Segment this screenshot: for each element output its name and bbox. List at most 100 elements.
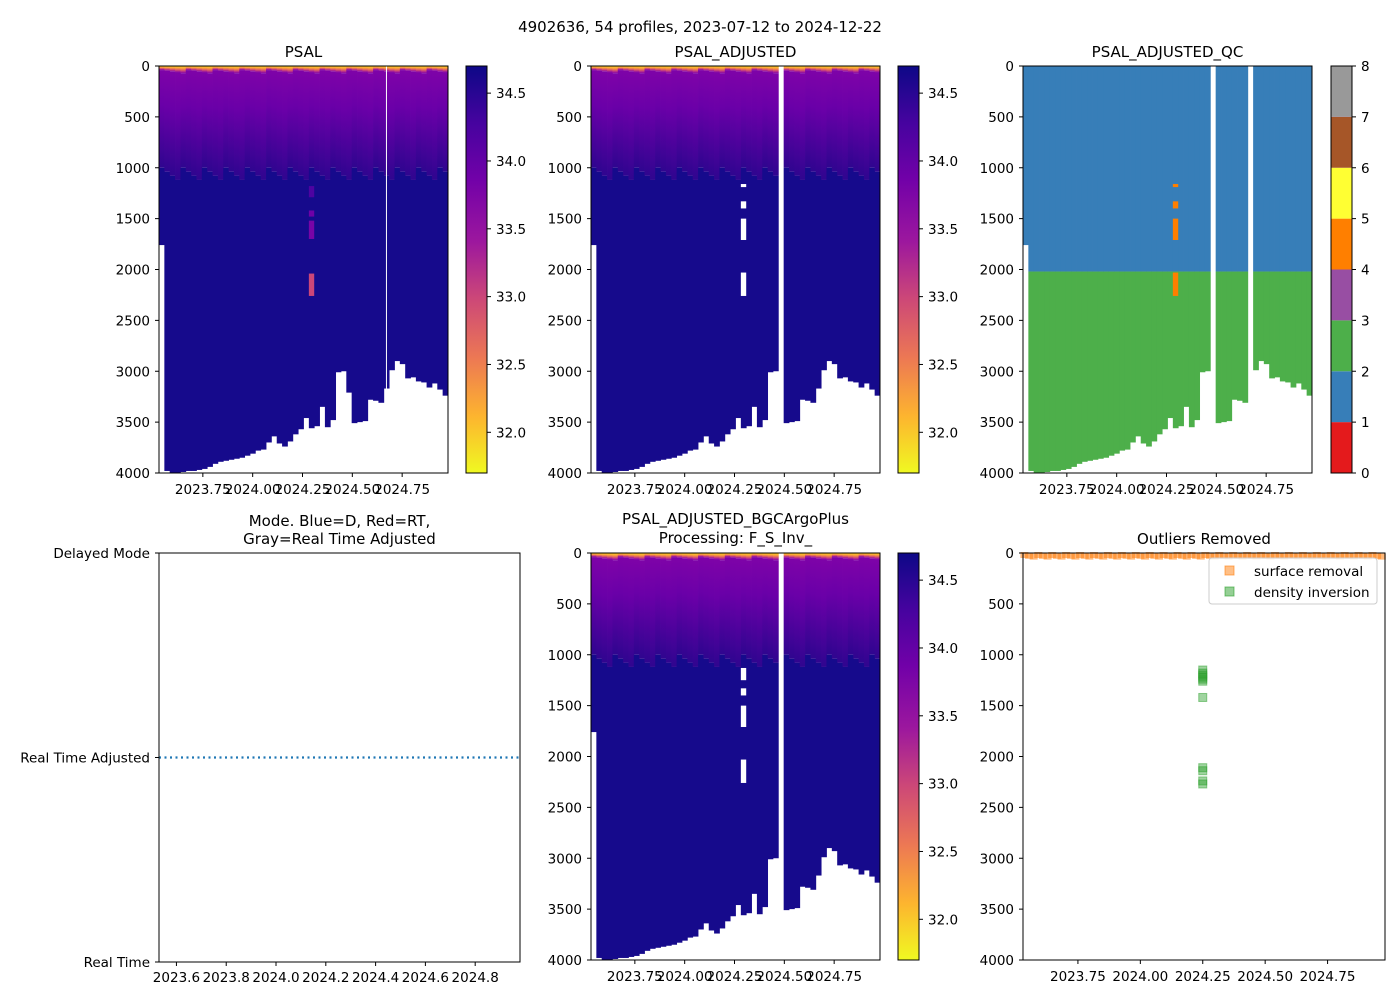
psal-cell-intermediate [201,72,208,168]
bgc-cell-deep [756,666,763,915]
psal-ytick-label: 1000 [116,161,150,177]
psal-adj-cell-deep [692,179,699,450]
psal-cell-deep [191,175,197,471]
psal-cell-surface [357,66,363,72]
surface-removal-point [1071,553,1080,560]
psal-cell-deep [362,175,369,422]
psal-cell-intermediate [389,72,395,180]
psal-cell-surface [255,66,262,73]
qc-cell-flag1 [1130,66,1136,272]
psal-adj-cell-deep [874,171,881,396]
bgc-cell-surface [623,553,629,558]
outliers-ytick-label: 500 [988,597,1014,613]
psal-adj-cell-deep [789,171,795,423]
qc-cell-flag2 [1113,271,1120,454]
surface-removal-point [1103,552,1112,558]
density-inversion-point [1198,692,1208,702]
bgc-cell-deep [874,658,881,883]
bgc-cell-surface [810,553,817,558]
bgc-cell-deep [762,654,769,908]
bgc-cell-surface [719,553,726,561]
qc-cbar-tick-label: 7 [1361,110,1370,126]
bgc-title-line1: PSAL_ADJUSTED_BGCArgoPlus [622,510,849,529]
surface-removal-point [1308,553,1317,560]
psal-adj-cell-surface [772,66,779,74]
surface-removal-point [1080,552,1089,559]
psal-cell-surface [399,66,406,71]
bgc-cell-surface [649,553,656,558]
surface-removal-point [1271,552,1280,558]
qc-cell-flag2 [1119,271,1126,451]
bgc-cell-surface [821,553,827,560]
bgc-cell-deep [617,658,624,958]
bgc-heatmap [591,553,881,960]
qc-cbar-swatch [1331,167,1352,219]
psal-adj-cell-intermediate [687,72,694,176]
psal-cell-intermediate [399,70,406,172]
psal-adj-xtick-label: 2024.00 [657,482,713,498]
legend-marker-surface [1224,565,1235,576]
psal-adj-cell-intermediate [612,73,619,168]
surface-removal-point [1284,552,1293,558]
bgc-cell-intermediate [617,557,624,659]
psal-cell-deep [437,167,444,390]
qc-ytick-label: 3000 [980,364,1014,380]
qc-cell-flag2 [1199,271,1206,373]
qc-cell-flag1 [1253,66,1259,272]
psal-adj-cell-surface [628,66,635,72]
psal-adj-cell-surface [847,66,854,73]
outliers-ytick-label: 0 [1005,546,1014,562]
bgc-cell-deep [831,658,838,852]
psal-cell-surface [314,66,320,74]
psal-adj-cbar-tick-label: 34.0 [928,154,958,170]
psal-adj-cell-surface [853,66,859,74]
bgc-cell-deep [719,654,726,929]
psal-cell-surface [266,66,272,71]
qc-cell-flag1 [1044,66,1051,272]
qc-cbar-swatch [1331,371,1352,423]
density-inversion-point [1198,779,1208,789]
psal-cell-surface [164,66,171,71]
bgc-cell-surface [842,553,849,559]
psal-cell-surface [180,66,187,74]
surface-removal-point [1331,552,1340,559]
psal-adj-cell-intermediate [831,70,838,172]
figure-suptitle: 4902636, 54 profiles, 2023-07-12 to 2024… [518,18,882,36]
psal-adj-cell-surface [660,66,667,73]
psal-adj-cell-deep [698,167,704,443]
surface-removal-point [1099,553,1108,560]
qc-cell-flag1 [1172,66,1179,272]
qc-cell-flag1 [1242,66,1249,272]
psal-adj-cell-surface [783,66,790,71]
qc-cell-flag1 [1285,66,1291,272]
psal-cell-deep [244,167,251,456]
bgc-cell-intermediate [783,557,790,655]
qc-title: PSAL_ADJUSTED_QC [1092,43,1244,62]
surface-removal-point [1322,553,1331,560]
psal-adj-cell-intermediate [644,70,651,176]
qc-cell-flag2 [1124,271,1131,450]
psal-cell-intermediate [191,70,197,176]
qc-cell-flag1 [1081,66,1088,272]
bgc-cell-surface [607,553,613,560]
bgc-cell-deep [767,658,774,860]
qc-cell-flag1 [1033,66,1040,272]
psal-adj-cell-intermediate [681,71,688,172]
qc-cell-flag2 [1162,271,1168,430]
psal-cell-intermediate [405,70,411,176]
psal-cell-intermediate [335,72,342,172]
psal-cell-intermediate [426,70,433,176]
bgc-cell-surface [837,553,843,558]
psal-cell-surface [298,66,304,71]
bgc-cell-surface [735,553,742,559]
psal-adj-cell-intermediate [607,72,613,180]
psal-adj-cell-deep [660,171,667,460]
psal-cell-deep [287,167,294,442]
mode-xtick-label: 2024.0 [252,970,299,986]
bgc-cell-deep [799,666,806,887]
qc-cbar-tick-label: 3 [1361,313,1370,329]
bgc-xtick-label: 2024.00 [657,969,713,985]
surface-removal-point [1335,553,1344,560]
psal-cell-intermediate [271,70,278,172]
bgc-cell-intermediate [671,557,678,667]
